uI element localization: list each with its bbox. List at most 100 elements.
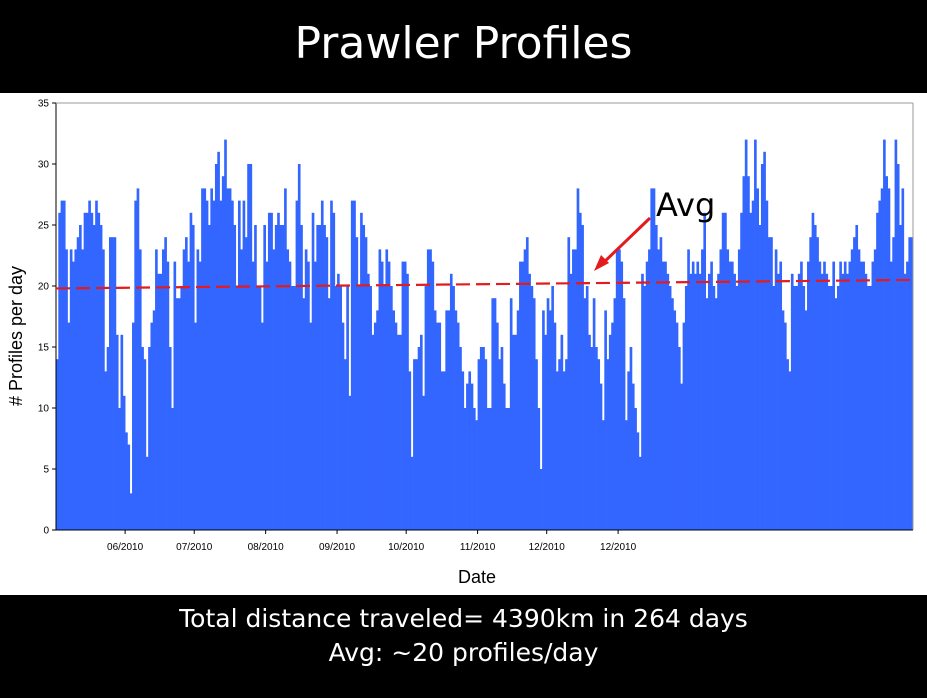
bar [249, 164, 253, 530]
bar [288, 261, 292, 530]
bar [539, 469, 543, 530]
bar [157, 273, 161, 530]
bar [567, 237, 571, 530]
bar [659, 237, 663, 530]
bar [419, 334, 423, 530]
bar [553, 322, 557, 530]
bar [187, 261, 190, 530]
bar [512, 334, 515, 530]
caption-distance: Total distance traveled= 4390km in 264 d… [179, 604, 748, 633]
bar [585, 286, 589, 530]
bar [318, 225, 322, 530]
bar [138, 249, 142, 530]
bar [638, 456, 642, 530]
bar [231, 200, 234, 530]
bar [650, 188, 654, 530]
bar [661, 261, 665, 530]
bar [528, 273, 531, 530]
y-tick-label: 5 [43, 465, 49, 476]
bar [475, 420, 478, 530]
bar [254, 225, 257, 530]
bar [712, 286, 716, 530]
bar [894, 139, 898, 530]
bar [728, 261, 732, 530]
bar [403, 261, 407, 530]
bar [383, 286, 386, 530]
bar [675, 322, 679, 530]
bar [507, 408, 511, 530]
bar [800, 261, 803, 530]
bar [164, 237, 167, 530]
bar [654, 225, 658, 530]
bar [410, 456, 414, 530]
bar [876, 212, 879, 531]
bar [551, 286, 554, 530]
bar [804, 310, 808, 530]
bar [781, 310, 785, 530]
bar [698, 273, 702, 530]
bar [307, 261, 310, 530]
x-axis: 06/2010 07/2010 08/2010 09/2010 10/2010 11/20… [56, 529, 913, 553]
bar [694, 273, 697, 530]
bar [627, 371, 630, 530]
bar [99, 225, 103, 530]
x-tick-label: 08/2010 [248, 542, 285, 553]
bar [436, 322, 439, 530]
bar [81, 249, 84, 530]
bar [472, 408, 476, 530]
bar [525, 237, 529, 530]
bar [625, 420, 628, 530]
bar [754, 139, 757, 530]
bar [150, 322, 154, 530]
bar [380, 261, 384, 530]
bar [466, 383, 469, 530]
bar [426, 249, 430, 530]
bar [286, 249, 290, 530]
bar [261, 322, 264, 530]
bar [820, 273, 824, 530]
bar [65, 249, 68, 530]
y-tick-label: 35 [38, 99, 50, 110]
bar [731, 261, 734, 530]
bar [604, 310, 607, 530]
bar [221, 176, 225, 530]
average-trend-line [55, 278, 914, 290]
bar [166, 261, 170, 530]
bar [247, 164, 250, 530]
bar [235, 286, 239, 530]
bar [180, 286, 184, 530]
bar [618, 249, 621, 530]
bar [555, 371, 559, 530]
bar [846, 273, 849, 530]
bar [519, 261, 522, 530]
bar [168, 347, 172, 530]
bar [92, 225, 96, 530]
bar [896, 164, 900, 530]
bar [613, 298, 617, 530]
bar [309, 322, 313, 530]
bar [802, 286, 806, 530]
bar [339, 286, 343, 530]
bar [892, 237, 895, 530]
bar [364, 237, 368, 530]
bar [740, 212, 743, 531]
bar [901, 188, 905, 530]
bar [115, 334, 119, 530]
bar [270, 212, 273, 531]
bar [710, 261, 713, 530]
bar [816, 237, 819, 530]
bar [680, 383, 683, 530]
bar [544, 334, 548, 530]
y-tick-label: 30 [38, 160, 50, 171]
bar [597, 359, 601, 530]
bar [608, 334, 612, 530]
bar [463, 408, 467, 530]
bar [903, 273, 907, 530]
bar [719, 249, 723, 530]
bar [376, 310, 379, 530]
bar [581, 225, 584, 530]
bar [841, 273, 845, 530]
bar [906, 261, 909, 530]
bar [369, 286, 372, 530]
bar [415, 359, 419, 530]
